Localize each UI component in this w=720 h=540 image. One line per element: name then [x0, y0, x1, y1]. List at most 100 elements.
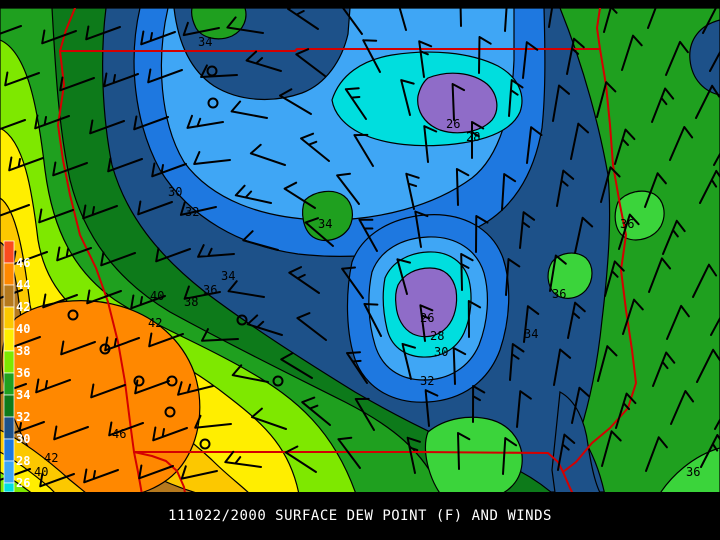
wind-barb [651, 87, 675, 123]
wind-barb [155, 247, 191, 263]
colorbar: 46 44 42 40 38 36 34 32 30 28 26 [3, 240, 30, 492]
wind-barb [459, 8, 462, 27]
wind-barb [201, 328, 239, 342]
band-36-blob-b [547, 252, 593, 299]
colorbar-label: 40 [16, 322, 30, 336]
wind-barb [406, 436, 421, 474]
wind-barb [570, 122, 589, 160]
wind-barb [509, 343, 525, 381]
wind-barb [405, 172, 420, 210]
wind-barb [460, 253, 474, 291]
wind-barb [622, 298, 644, 335]
wind-barb [553, 348, 572, 386]
wind-barb [288, 266, 320, 294]
wind-barb [337, 436, 361, 469]
wind-barb [90, 383, 126, 399]
station-circles [67, 65, 284, 450]
state-border-line [59, 48, 601, 52]
contour-label: 34 [524, 327, 538, 341]
band-navy-bottom-inlet [551, 391, 601, 492]
wind-barbs [0, 8, 720, 488]
contour-label: 30 [168, 185, 182, 199]
wind-barb [134, 379, 170, 395]
wind-barb [666, 304, 690, 340]
wind-barb [34, 114, 70, 130]
wind-barb [451, 83, 466, 121]
wind-barb [4, 71, 40, 87]
wind-barb [100, 251, 136, 267]
wind-barb [107, 157, 143, 173]
colorbar-label: 46 [16, 256, 30, 270]
wind-barb [304, 217, 334, 247]
wind-barb [556, 169, 575, 207]
wind-barb [557, 433, 576, 471]
contour-label: 34 [318, 217, 332, 231]
wind-barb [0, 25, 22, 35]
wind-barb [354, 397, 375, 431]
wind-barb [526, 126, 543, 164]
caption-bar: 111022/2000 SURFACE DEW POINT (F) AND WI… [0, 492, 720, 540]
wind-barb [83, 468, 119, 484]
wind-barb [603, 8, 618, 33]
wind-barb [505, 258, 521, 296]
wind-barb [301, 396, 331, 426]
wind-barb [662, 219, 686, 255]
colorbar-segment [3, 240, 15, 264]
contour-label: 34 [221, 269, 235, 283]
station-circle [207, 97, 219, 109]
wind-barb [0, 119, 26, 131]
wind-barb [502, 437, 518, 475]
wind-barb [601, 430, 622, 467]
wind-barb [226, 16, 264, 34]
wind-barb [478, 36, 492, 74]
wind-barb [85, 25, 121, 41]
state-border-line [57, 8, 143, 492]
wind-barb [566, 37, 585, 75]
contour-label: 36 [620, 217, 634, 231]
wind-barb [8, 156, 44, 172]
wind-barb [418, 40, 433, 78]
wind-barb [552, 84, 570, 122]
wind-barb [645, 436, 668, 472]
station-circle [67, 309, 79, 321]
station-circle [164, 406, 176, 418]
wind-barb [242, 230, 279, 251]
wind-barb [52, 161, 88, 177]
wind-barb [295, 48, 326, 77]
wind-barb [644, 172, 667, 208]
wind-barb [249, 143, 286, 166]
wind-barb [341, 8, 363, 35]
wind-barb [41, 29, 77, 45]
wind-barb [714, 417, 720, 430]
wind-barb [398, 8, 407, 31]
wind-barb [224, 450, 262, 468]
caption-text: 111022/2000 SURFACE DEW POINT (F) AND WI… [168, 508, 552, 524]
wind-barb [231, 364, 269, 383]
colorbar-segment [3, 482, 15, 492]
wind-barb [400, 79, 415, 116]
contour-label: 30 [434, 345, 448, 359]
wind-barb [648, 257, 672, 293]
wind-barb [618, 213, 640, 250]
wind-barb [523, 305, 540, 343]
contour-label: 26 [420, 311, 434, 325]
wind-barb [504, 8, 508, 32]
band-navy-topright [689, 19, 720, 96]
wind-barb [227, 280, 265, 298]
wind-barb [151, 162, 187, 178]
contour-label: 28 [430, 329, 444, 343]
wind-barb [614, 128, 636, 165]
wind-barb [457, 432, 471, 470]
wind-barb [193, 151, 231, 165]
wind-barb [363, 303, 382, 337]
wind-barb [283, 181, 316, 209]
wind-barb [652, 351, 676, 387]
wind-barb [702, 8, 718, 34]
contour-label: 32 [420, 374, 434, 388]
contour-label: 32 [185, 205, 199, 219]
wind-barb [508, 79, 524, 117]
wind-barb [183, 285, 221, 300]
wind-barb [234, 184, 272, 204]
colorbar-label: 42 [16, 300, 30, 314]
